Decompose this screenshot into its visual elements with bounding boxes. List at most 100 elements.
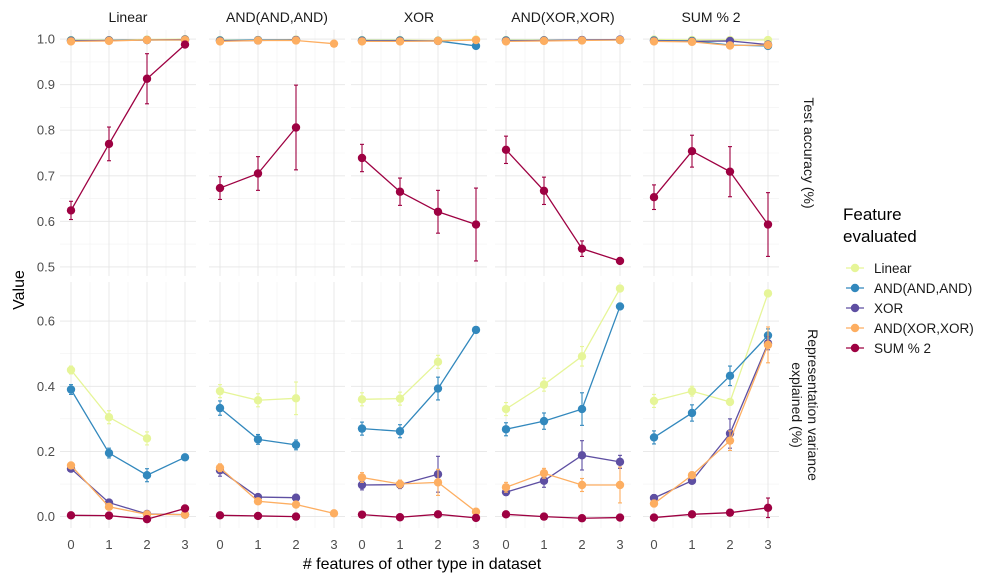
data-point	[687, 386, 697, 396]
data-point	[104, 448, 114, 458]
x-tick-label: 2	[292, 537, 299, 552]
data-point	[649, 499, 659, 508]
data-point	[649, 192, 659, 202]
series-line	[361, 157, 477, 226]
data-point	[291, 500, 301, 509]
data-point	[763, 220, 773, 229]
series-line	[361, 513, 477, 519]
data-point	[577, 514, 587, 523]
data-point	[615, 302, 625, 311]
row-strip-label: Test accuracy (%)	[801, 97, 817, 208]
series-line	[219, 39, 335, 45]
panel-1-0	[66, 365, 190, 524]
data-point	[539, 476, 549, 485]
panel-grid	[60, 30, 196, 276]
x-tick-label: 1	[688, 537, 695, 552]
panel-0-3	[501, 35, 625, 266]
data-point	[471, 507, 481, 516]
data-point	[649, 396, 659, 406]
series-line	[362, 39, 477, 43]
data-point	[357, 395, 367, 404]
panel-grid	[351, 282, 487, 528]
data-point	[577, 352, 587, 361]
data-point	[539, 512, 549, 521]
data-point	[104, 36, 114, 46]
series-and-xor-xor	[501, 466, 625, 504]
data-point	[215, 37, 225, 46]
data-point	[471, 41, 481, 51]
panel-0-1	[215, 35, 339, 201]
series-sum-2	[501, 510, 625, 523]
series-line	[653, 507, 769, 519]
facet-label-sum-2: SUM % 2	[681, 9, 740, 25]
data-point	[471, 220, 481, 229]
series-and-xor-xor	[215, 463, 339, 518]
series-line	[653, 344, 769, 505]
series-sum-2	[357, 143, 481, 262]
data-point	[725, 371, 735, 381]
series-sum-2	[649, 497, 773, 522]
data-point	[253, 435, 263, 444]
x-tick-label: 0	[650, 537, 657, 552]
data-point	[253, 169, 263, 178]
legend-label: XOR	[874, 301, 904, 316]
data-point	[687, 510, 697, 519]
series-line	[505, 513, 621, 519]
data-point	[725, 508, 735, 517]
data-point	[66, 365, 76, 375]
x-tick-label: 3	[472, 537, 479, 552]
data-point	[66, 385, 76, 394]
x-tick-label: 1	[105, 537, 112, 552]
data-point	[433, 510, 443, 519]
series-linear	[357, 354, 443, 407]
data-point	[142, 35, 152, 45]
data-point	[395, 37, 405, 46]
x-tick-label: 2	[726, 537, 733, 552]
x-tick-label: 1	[254, 537, 261, 552]
data-point	[433, 207, 443, 216]
series-sum-2	[357, 510, 481, 523]
data-point	[763, 340, 773, 350]
data-point	[66, 206, 76, 215]
data-point	[687, 471, 697, 480]
series-and-and-and	[649, 328, 773, 445]
legend-label: SUM % 2	[874, 341, 931, 356]
legend-key-point	[850, 283, 860, 293]
data-point	[215, 403, 225, 413]
data-point	[577, 451, 587, 460]
facet-grid: Linear AND(AND,AND) XOR AND(XOR,XOR) SUM % 2…	[37, 9, 821, 552]
x-tick-label: 0	[358, 537, 365, 552]
panel-1-2	[357, 325, 481, 523]
data-point	[577, 244, 587, 253]
series-line	[70, 44, 186, 211]
data-point	[395, 427, 405, 436]
data-point	[501, 37, 511, 46]
data-point	[357, 480, 367, 490]
data-point	[142, 515, 152, 524]
x-tick-label: 0	[216, 537, 223, 552]
data-point	[539, 380, 549, 389]
series-line	[505, 39, 621, 43]
data-point	[215, 386, 225, 396]
series-line	[361, 476, 477, 513]
series-line	[653, 40, 769, 47]
y-tick-label: 0.7	[37, 168, 55, 183]
data-point	[104, 511, 114, 520]
data-point	[615, 35, 625, 45]
legend-key-point	[850, 323, 860, 333]
legend-label: AND(AND,AND)	[874, 281, 972, 296]
series-line	[653, 334, 769, 438]
data-point	[142, 434, 152, 443]
data-point	[501, 425, 511, 434]
legend-key-point	[850, 263, 860, 273]
data-point	[357, 510, 367, 519]
data-point	[725, 397, 735, 407]
data-point	[615, 256, 625, 266]
panel-grid	[209, 30, 345, 276]
data-point	[357, 473, 367, 482]
legend-item-sum-2: SUM % 2	[846, 341, 931, 356]
data-point	[501, 145, 511, 155]
data-point	[433, 384, 443, 393]
data-point	[433, 36, 443, 46]
